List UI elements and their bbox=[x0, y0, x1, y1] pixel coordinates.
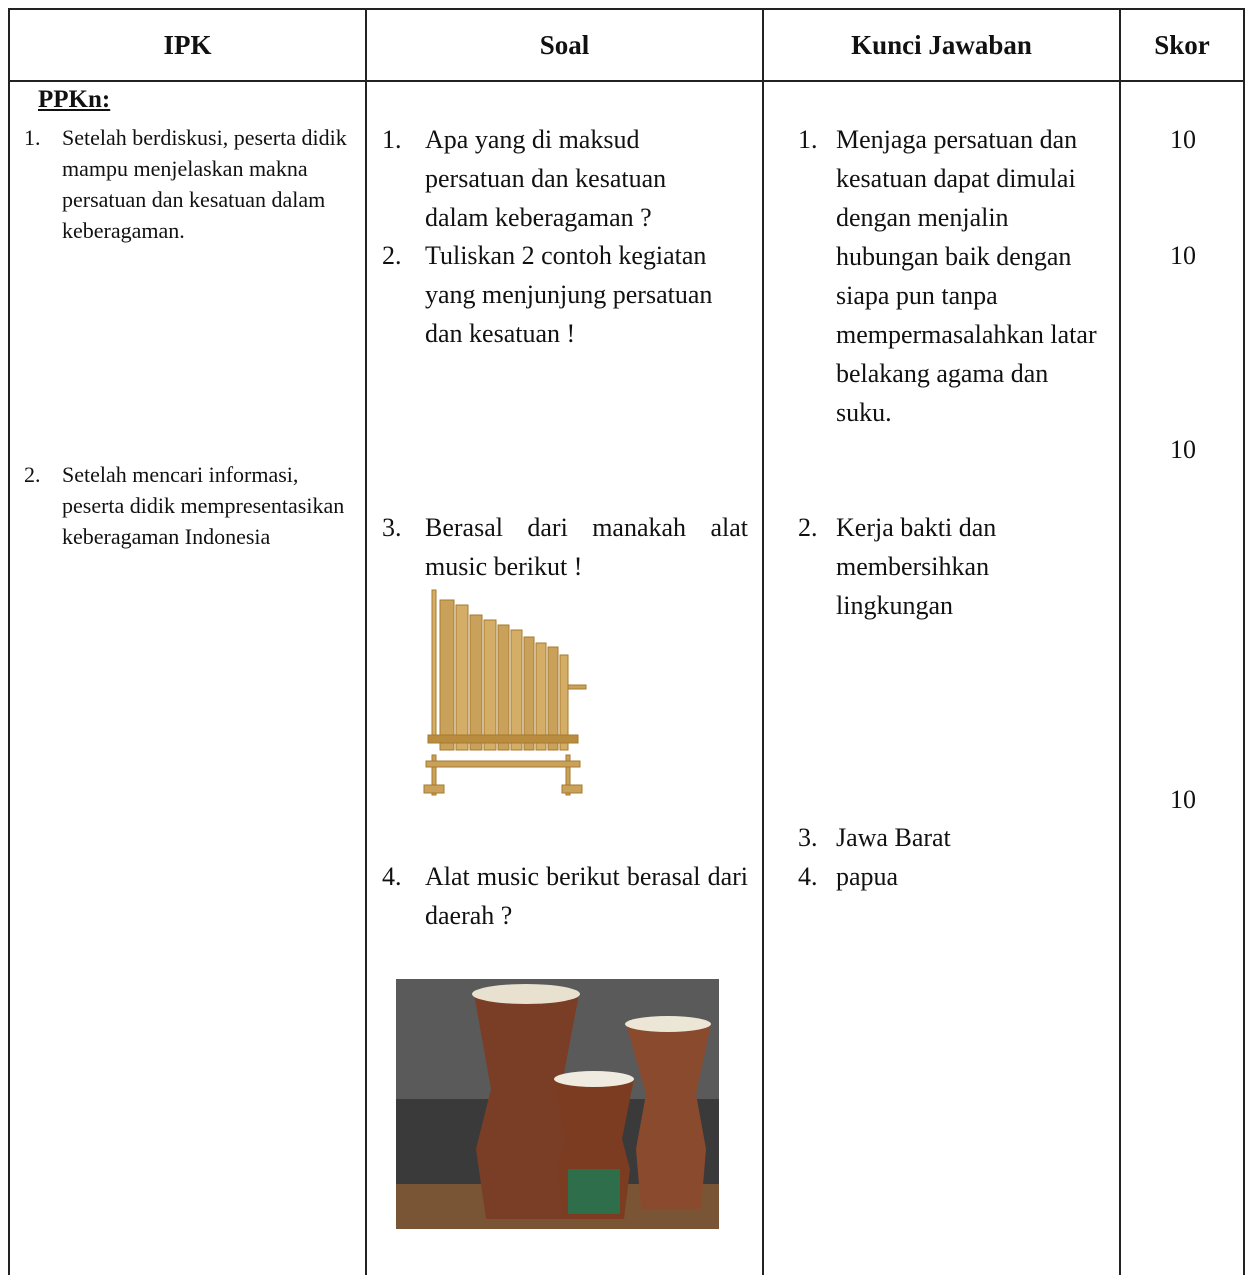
table-border bbox=[8, 8, 1245, 10]
item-number: 2. bbox=[382, 241, 402, 270]
header-cell: IPK bbox=[163, 30, 212, 60]
item-text: Alat music berikut berasal dari daerah ? bbox=[425, 862, 748, 930]
table-border bbox=[8, 8, 10, 1275]
item-number: 1. bbox=[382, 125, 402, 154]
header-cell: Kunci Jawaban bbox=[851, 30, 1032, 60]
item-number: 2. bbox=[24, 462, 41, 487]
item-text: Jawa Barat bbox=[836, 823, 951, 852]
header-cell: Soal bbox=[539, 30, 590, 60]
item-text: Apa yang di maksud persatuan dan kesatua… bbox=[425, 125, 667, 232]
table-border bbox=[8, 80, 1245, 82]
item-text: Berasal dari manakah alat music berikut … bbox=[425, 513, 748, 581]
table-border bbox=[762, 8, 764, 1275]
score: 10 bbox=[1170, 785, 1196, 814]
item-number: 4. bbox=[382, 862, 402, 891]
item-text: Tuliskan 2 contoh kegiatan yang menjunju… bbox=[425, 241, 713, 348]
item-number: 2. bbox=[798, 513, 818, 542]
djembe-image bbox=[396, 979, 719, 1229]
item-number: 3. bbox=[798, 823, 818, 852]
subject: PPKn: bbox=[38, 86, 111, 113]
item-text: Kerja bakti dan membersihkan lingkungan bbox=[836, 513, 997, 620]
table-border bbox=[1243, 8, 1245, 1275]
item-number: 1. bbox=[24, 125, 41, 150]
angklung-image bbox=[423, 589, 587, 796]
table-border bbox=[365, 8, 367, 1275]
score: 10 bbox=[1170, 241, 1196, 270]
score: 10 bbox=[1170, 125, 1196, 154]
header-cell: Skor bbox=[1154, 30, 1210, 60]
item-number: 4. bbox=[798, 862, 818, 891]
item-number: 3. bbox=[382, 513, 402, 542]
item-text: Menjaga persatuan dan kesatuan dapat dim… bbox=[836, 125, 1097, 427]
table-border bbox=[1119, 8, 1121, 1275]
item-text: papua bbox=[836, 862, 899, 891]
item-text: Setelah mencari informasi, peserta didik… bbox=[62, 462, 345, 549]
score: 10 bbox=[1170, 435, 1196, 464]
item-text: Setelah berdiskusi, peserta didik mampu … bbox=[62, 125, 347, 243]
item-number: 1. bbox=[798, 125, 818, 154]
